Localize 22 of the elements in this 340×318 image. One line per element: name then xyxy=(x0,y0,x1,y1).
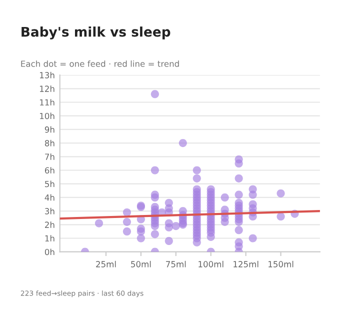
y-tick-label: 4h xyxy=(44,194,54,201)
chart-title: Baby's milk vs sleep xyxy=(22,26,170,40)
x-tick-label: 150ml xyxy=(268,260,294,268)
y-tick-label: 13h xyxy=(40,72,54,78)
y-tick-label: 10h xyxy=(40,112,54,120)
y-tick-label: 12h xyxy=(40,85,54,92)
x-tick-label: 125ml xyxy=(234,260,258,268)
y-tick-label: 0h xyxy=(44,248,54,256)
y-tick-label: 5h xyxy=(45,180,54,188)
y-tick-label: 9h xyxy=(44,126,54,133)
y-tick-label: 3h xyxy=(45,208,54,214)
y-tick-label: 11h xyxy=(40,99,54,106)
y-tick-label: 7h xyxy=(45,153,54,160)
x-tick-label: 25ml xyxy=(96,260,116,268)
y-tick-label: 1h xyxy=(45,235,54,242)
x-tick-label: 75ml xyxy=(166,260,186,268)
y-tick-label: 8h xyxy=(44,140,54,146)
y-tick-label: 2h xyxy=(45,221,54,228)
y-tick-label: 6h xyxy=(44,167,54,174)
x-tick-label: 50ml xyxy=(131,260,151,268)
chart-subtitle: Each dot = one feed · red line = trend xyxy=(21,60,179,67)
x-tick-label: 100ml xyxy=(198,260,224,268)
